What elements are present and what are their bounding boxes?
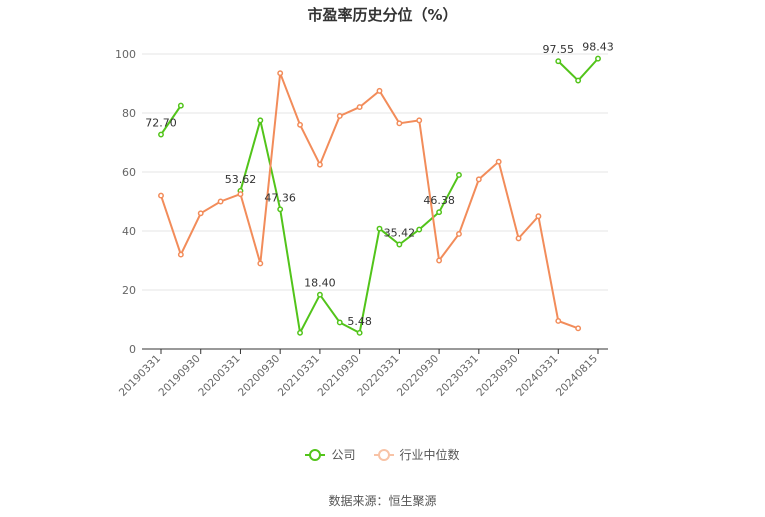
axes: 0 20 40 60 80 100 2019033120190930202003312020… bbox=[115, 48, 608, 399]
legend-label-company: 公司 bbox=[331, 448, 356, 462]
series-line-0 bbox=[160, 105, 182, 136]
y-tick-label: 40 bbox=[122, 225, 136, 238]
data-point-0 bbox=[177, 102, 184, 109]
data-point-1 bbox=[416, 117, 423, 124]
x-tick-label: 20240815 bbox=[554, 353, 600, 399]
data-point-1 bbox=[495, 158, 502, 165]
x-tick-label: 20190331 bbox=[117, 353, 163, 399]
legend: 公司 行业中位数 bbox=[0, 446, 765, 463]
data-point-1 bbox=[197, 210, 204, 217]
x-tick-label: 20200930 bbox=[236, 353, 282, 399]
data-label: 98.43 bbox=[582, 41, 614, 54]
grid-lines bbox=[142, 53, 608, 291]
legend-item-company[interactable]: 公司 bbox=[305, 446, 356, 463]
data-label: 35.42 bbox=[384, 227, 416, 240]
data-point-0 bbox=[456, 172, 462, 178]
data-point-0 bbox=[297, 329, 303, 336]
x-tick-label: 20220331 bbox=[355, 353, 401, 399]
y-tick-label: 0 bbox=[129, 343, 136, 356]
data-point-0 bbox=[336, 319, 343, 326]
x-tick-label: 20210331 bbox=[276, 353, 322, 399]
data-point-1 bbox=[436, 257, 443, 264]
chart-title: 市盈率历史分位（%） bbox=[307, 6, 458, 24]
legend-swatch-industry-median bbox=[373, 448, 394, 461]
data-point-1 bbox=[396, 120, 403, 127]
data-label: 46.38 bbox=[423, 194, 455, 207]
data-points bbox=[158, 55, 601, 336]
data-label: 72.70 bbox=[145, 117, 177, 130]
data-point-1 bbox=[336, 113, 343, 119]
x-tick-label: 20230331 bbox=[435, 353, 481, 399]
data-point-1 bbox=[475, 176, 482, 183]
data-point-1 bbox=[237, 191, 244, 198]
x-tick-label: 20240331 bbox=[514, 353, 560, 399]
data-point-0 bbox=[436, 209, 443, 216]
data-point-0 bbox=[575, 77, 582, 84]
x-tick-label: 20190930 bbox=[157, 353, 203, 399]
data-point-1 bbox=[535, 213, 542, 220]
data-label: 53.62 bbox=[225, 173, 257, 186]
legend-label-industry-median: 行业中位数 bbox=[399, 448, 460, 462]
data-point-1 bbox=[356, 104, 363, 111]
data-source: 数据来源：恒生聚源 bbox=[328, 494, 437, 508]
series-line-0 bbox=[239, 120, 460, 336]
data-point-0 bbox=[376, 225, 383, 232]
data-point-0 bbox=[316, 291, 323, 298]
data-point-1 bbox=[177, 251, 184, 258]
y-tick-label: 80 bbox=[122, 107, 136, 120]
x-tick-label: 20230930 bbox=[474, 353, 520, 399]
legend-item-industry-median[interactable]: 行业中位数 bbox=[373, 446, 460, 463]
y-tick-label: 100 bbox=[115, 48, 136, 61]
data-label: 18.40 bbox=[304, 277, 336, 290]
data-point-1 bbox=[456, 231, 462, 237]
data-point-0 bbox=[555, 58, 562, 65]
series-line-1 bbox=[160, 72, 579, 330]
y-tick-label: 60 bbox=[122, 166, 136, 179]
data-label: 47.36 bbox=[264, 191, 296, 204]
data-point-1 bbox=[277, 70, 284, 77]
data-label: 5.48 bbox=[347, 315, 372, 328]
x-tick-label: 20210930 bbox=[315, 353, 361, 399]
data-point-1 bbox=[316, 161, 323, 168]
data-label: 97.55 bbox=[543, 43, 575, 56]
data-point-0 bbox=[158, 131, 164, 138]
legend-swatch-company bbox=[305, 448, 326, 461]
data-point-0 bbox=[356, 329, 363, 336]
data-point-1 bbox=[257, 260, 264, 267]
x-tick-label: 20200331 bbox=[196, 353, 242, 399]
data-point-0 bbox=[257, 117, 264, 124]
data-point-0 bbox=[416, 226, 423, 233]
data-point-0 bbox=[277, 206, 284, 213]
data-labels: 72.70 53.62 47.36 18.40 5.48 35.42 46.38 97.55 9… bbox=[145, 41, 614, 328]
series-lines bbox=[160, 57, 599, 336]
x-tick-label: 20220930 bbox=[395, 353, 441, 399]
data-point-1 bbox=[297, 121, 303, 128]
data-point-1 bbox=[555, 318, 562, 324]
data-point-0 bbox=[396, 241, 403, 248]
data-point-1 bbox=[158, 192, 164, 199]
data-point-1 bbox=[575, 325, 582, 332]
data-point-1 bbox=[217, 198, 224, 205]
y-tick-label: 20 bbox=[122, 284, 136, 297]
data-point-1 bbox=[515, 235, 522, 242]
data-point-1 bbox=[376, 87, 383, 94]
series-line-0 bbox=[557, 57, 599, 82]
data-point-0 bbox=[595, 55, 601, 62]
